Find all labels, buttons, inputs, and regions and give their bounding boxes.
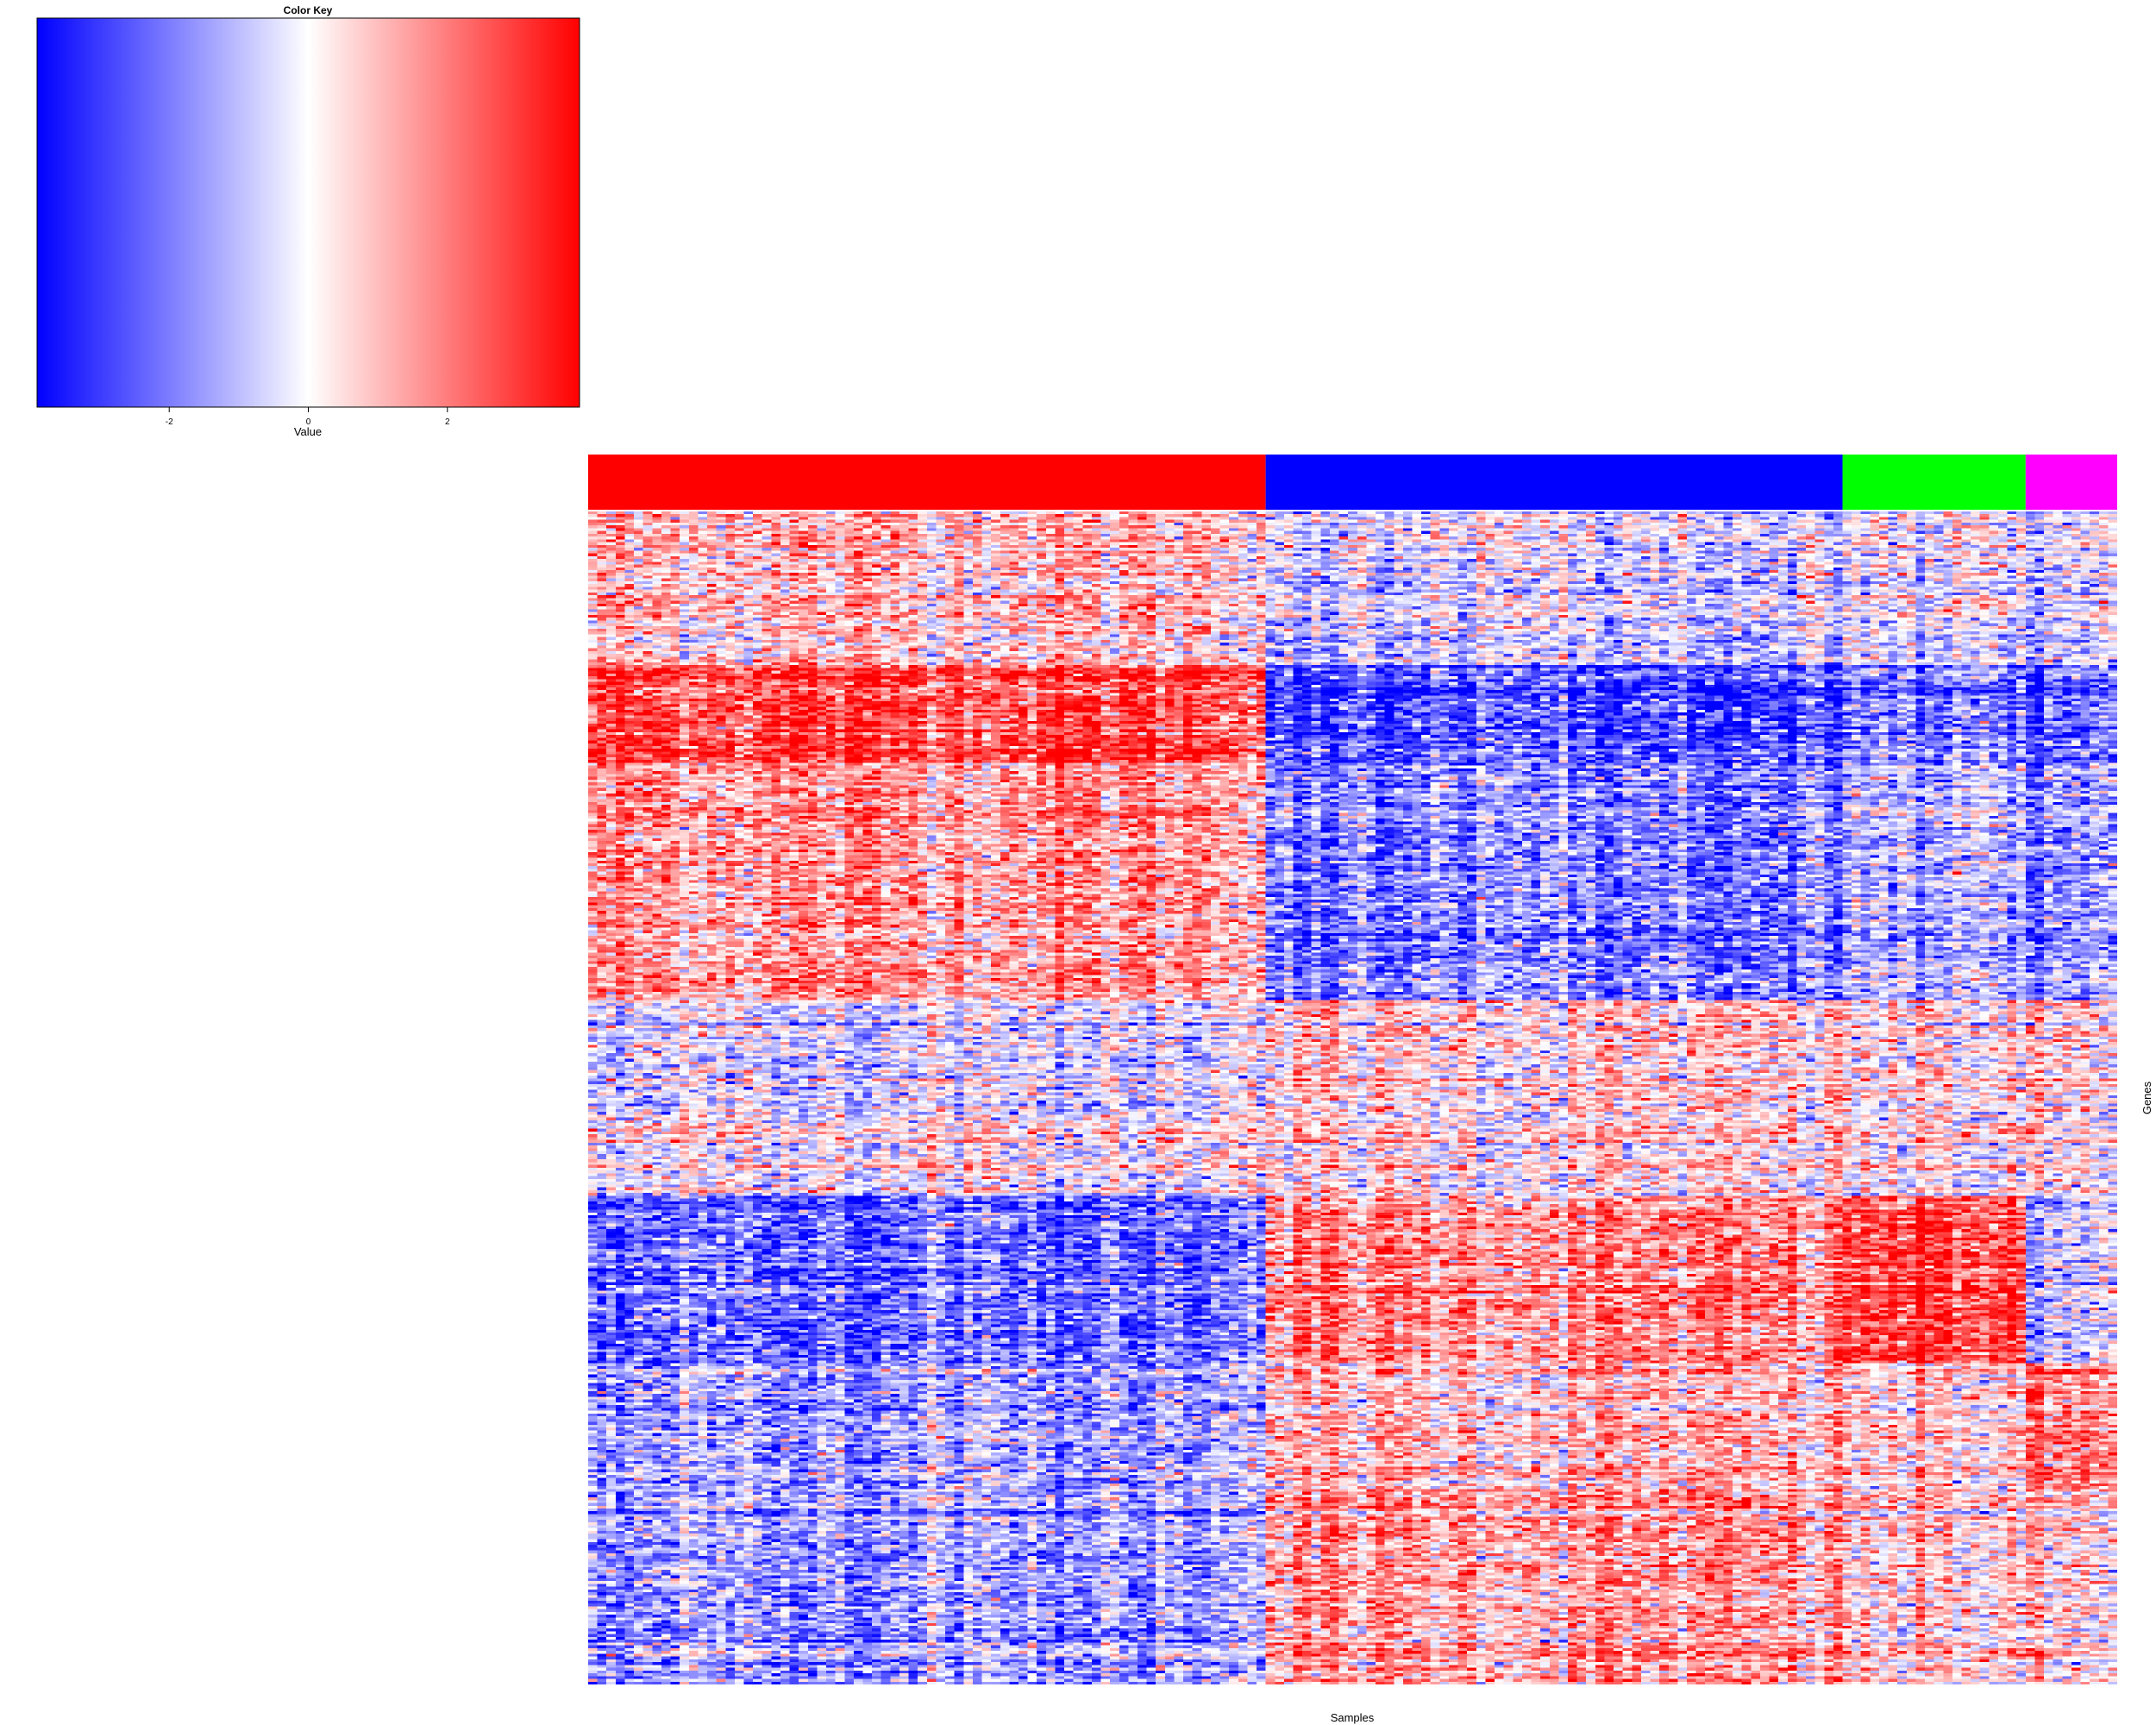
color-key-tick-label: 2 <box>445 417 450 427</box>
x-axis-label: Samples <box>1331 1711 1375 1724</box>
color-key-tick-label: -2 <box>166 417 173 427</box>
color-key-title: Color Key <box>284 4 333 16</box>
sample-group-segment <box>588 455 1266 510</box>
color-key-ticks: -2 0 2 <box>166 407 450 427</box>
y-axis-label: Genes <box>2140 1081 2153 1114</box>
color-key-tick-label: 0 <box>306 417 311 427</box>
color-key: Color Key -2 0 2 Value <box>36 4 580 438</box>
heatmap-body <box>588 511 2117 1684</box>
color-key-gradient <box>36 17 580 408</box>
sample-group-bar <box>588 455 2117 510</box>
sample-group-segment <box>2025 455 2117 510</box>
color-key-xlabel: Value <box>294 425 322 438</box>
sample-group-segment <box>1842 455 2026 510</box>
sample-group-segment <box>1265 455 1843 510</box>
heatmap-cells <box>588 511 2117 1684</box>
